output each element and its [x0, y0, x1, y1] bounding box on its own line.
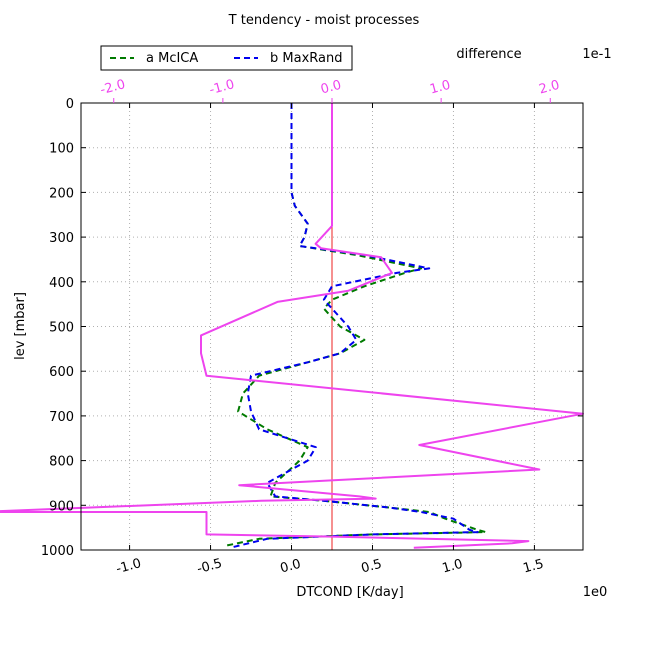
x-tick-label-1: -0.5 [195, 556, 223, 577]
twin-axis-offset-label: 1e-1 [582, 47, 611, 62]
y-tick-label-0: 0 [66, 97, 74, 112]
y-tick-label-1: 100 [49, 142, 74, 157]
y-tick-label-3: 300 [49, 231, 74, 246]
twin-tick-label-3: 1.0 [428, 78, 452, 98]
y-axis-ticks: 0 100 200 300 400 500 600 700 800 900 1000 [41, 97, 583, 559]
y-tick-label-4: 400 [49, 276, 74, 291]
twin-tick-label-1: -1.0 [208, 77, 236, 98]
y-tick-label-5: 500 [49, 321, 74, 336]
twin-tick-label-4: 2.0 [537, 78, 561, 98]
x-tick-label-3: 0.5 [360, 557, 384, 577]
series-layer [0, 103, 584, 549]
y-axis-label: lev [mbar] [13, 292, 28, 360]
y-tick-label-9: 900 [49, 499, 74, 514]
y-tick-label-2: 200 [49, 186, 74, 201]
x-tick-label-2: 0.0 [279, 557, 303, 577]
y-tick-label-6: 600 [49, 365, 74, 380]
y-tick-label-10: 1000 [41, 544, 74, 559]
legend-label-mcica: a McICA [146, 51, 198, 66]
y-tick-label-7: 700 [49, 410, 74, 425]
twin-x-axis-ticks: -2.0 -1.0 0.0 1.0 2.0 [99, 77, 561, 103]
twin-tick-label-2: 0.0 [319, 78, 343, 98]
x-axis-ticks: -1.0 -0.5 0.0 0.5 1.0 1.5 [114, 103, 545, 577]
legend-label-maxrand: b MaxRand [270, 51, 342, 66]
twin-axis-label: difference [456, 47, 521, 62]
x-tick-label-0: -1.0 [114, 556, 142, 577]
series-line-difference [0, 103, 584, 549]
twin-tick-label-0: -2.0 [99, 77, 127, 98]
grid-lines [81, 102, 583, 551]
legend: a McICA b MaxRand [100, 45, 353, 71]
legend-box [100, 45, 353, 71]
x-tick-label-5: 1.5 [522, 557, 546, 577]
series-line-b-maxrand [229, 103, 479, 549]
chart-title: T tendency - moist processes [228, 13, 420, 28]
y-tick-label-8: 800 [49, 455, 74, 470]
x-axis-label: DTCOND [K/day] [296, 585, 403, 600]
x-tick-label-4: 1.0 [441, 557, 465, 577]
x-axis-offset-label: 1e0 [583, 585, 608, 600]
